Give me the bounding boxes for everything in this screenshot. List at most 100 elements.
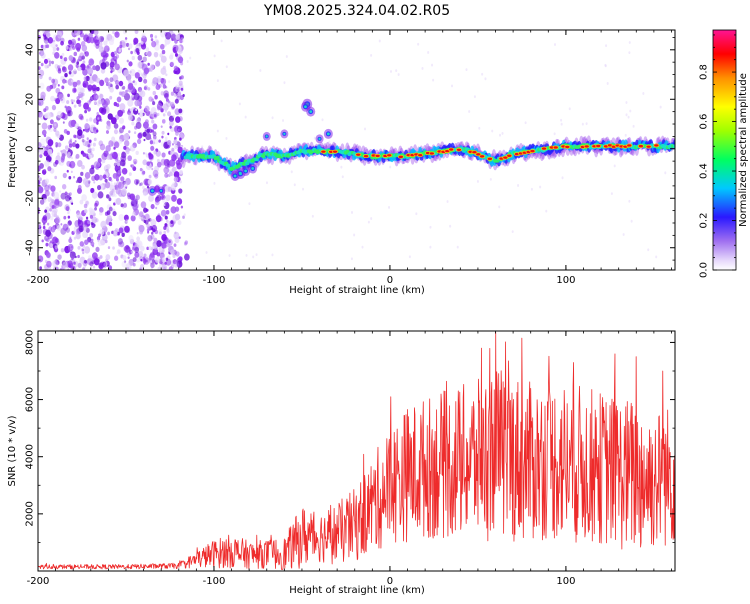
ridge-hotspot bbox=[375, 154, 380, 158]
noise-blob bbox=[167, 132, 170, 136]
ridge-hotspot bbox=[565, 145, 570, 149]
noise-blob bbox=[40, 138, 46, 145]
noise-blob bbox=[175, 34, 180, 40]
spectrogram-x-label: Height of straight line (km) bbox=[289, 285, 425, 296]
noise-blob bbox=[97, 157, 102, 163]
noise-blob bbox=[96, 184, 102, 191]
noise-blob bbox=[106, 155, 111, 160]
noise-blob bbox=[166, 219, 169, 223]
noise-blob bbox=[151, 167, 154, 171]
ridge-branch-core bbox=[151, 189, 154, 193]
noise-blob bbox=[168, 240, 171, 244]
noise-dot bbox=[216, 129, 219, 133]
noise-blob bbox=[67, 93, 70, 98]
noise-dot bbox=[484, 77, 487, 81]
noise-blob bbox=[91, 252, 98, 260]
noise-blob bbox=[78, 225, 84, 233]
noise-blob bbox=[56, 110, 63, 119]
noise-blob bbox=[77, 176, 83, 184]
noise-blob bbox=[151, 231, 154, 235]
noise-blob bbox=[139, 105, 142, 109]
noise-blob bbox=[87, 143, 91, 148]
noise-blob bbox=[62, 223, 68, 229]
noise-blob bbox=[155, 256, 160, 263]
noise-blob bbox=[66, 223, 70, 228]
noise-blob bbox=[101, 152, 108, 161]
noise-blob bbox=[144, 105, 150, 113]
noise-blob bbox=[41, 239, 44, 243]
noise-blob bbox=[151, 98, 155, 102]
ridge-hotspot bbox=[607, 144, 613, 147]
noise-dot bbox=[473, 95, 476, 99]
noise-dot bbox=[581, 122, 584, 126]
noise-blob bbox=[72, 99, 76, 103]
noise-blob bbox=[135, 194, 140, 201]
spectrogram-y-tick-label: 40 bbox=[25, 43, 36, 56]
figure-title: YM08.2025.324.04.02.R05 bbox=[263, 3, 450, 19]
noise-blob bbox=[137, 112, 140, 115]
noise-blob bbox=[52, 226, 56, 231]
noise-blob bbox=[95, 164, 100, 170]
noise-blob bbox=[95, 77, 101, 84]
noise-blob bbox=[101, 106, 107, 113]
snr-x-tick-label: -100 bbox=[203, 576, 226, 587]
noise-blob bbox=[38, 180, 41, 186]
noise-blob bbox=[65, 194, 71, 202]
noise-blob bbox=[56, 225, 62, 231]
noise-blob bbox=[158, 139, 161, 143]
noise-blob bbox=[77, 220, 84, 228]
snr-y-tick-label: 8000 bbox=[25, 330, 36, 355]
noise-blob bbox=[136, 240, 143, 248]
noise-blob bbox=[76, 79, 81, 86]
noise-dot bbox=[560, 118, 563, 122]
noise-blob bbox=[167, 169, 170, 173]
noise-blob bbox=[160, 43, 165, 50]
noise-blob bbox=[122, 206, 125, 209]
noise-blob bbox=[129, 144, 136, 152]
noise-blob bbox=[135, 150, 139, 156]
noise-blob bbox=[118, 138, 123, 144]
noise-blob bbox=[172, 114, 175, 119]
noise-blob bbox=[133, 161, 137, 165]
noise-blob bbox=[100, 238, 106, 246]
noise-blob bbox=[138, 76, 143, 83]
noise-blob bbox=[93, 128, 97, 134]
noise-blob bbox=[151, 224, 158, 232]
noise-dot bbox=[417, 42, 420, 46]
noise-blob bbox=[161, 130, 165, 135]
noise-blob bbox=[107, 246, 111, 250]
noise-blob bbox=[166, 174, 169, 178]
noise-blob bbox=[67, 215, 71, 219]
noise-blob bbox=[128, 235, 134, 242]
noise-blob bbox=[179, 180, 182, 184]
noise-blob bbox=[49, 124, 53, 129]
noise-blob bbox=[165, 257, 169, 261]
noise-blob bbox=[118, 130, 122, 134]
snr-y-label: SNR (10 * v/v) bbox=[7, 415, 18, 486]
noise-blob bbox=[57, 32, 63, 39]
noise-dot bbox=[397, 73, 400, 76]
noise-blob bbox=[50, 185, 56, 192]
noise-blob bbox=[137, 251, 144, 258]
noise-blob bbox=[48, 126, 53, 133]
noise-blob bbox=[52, 46, 57, 52]
noise-blob bbox=[162, 243, 167, 249]
noise-blob bbox=[135, 121, 142, 130]
noise-blob bbox=[123, 214, 129, 221]
noise-blob bbox=[78, 99, 82, 104]
noise-dot bbox=[610, 192, 613, 196]
noise-blob bbox=[105, 254, 111, 261]
noise-dot bbox=[311, 214, 314, 218]
noise-blob bbox=[128, 61, 133, 67]
snr-x-tick-label: 0 bbox=[387, 576, 393, 587]
noise-blob bbox=[173, 125, 180, 133]
noise-blob bbox=[124, 93, 131, 101]
colorbar-ticks: 0.0 0.2 0.4 0.6 0.8 bbox=[699, 34, 736, 278]
noise-blob bbox=[108, 140, 114, 147]
noise-blob bbox=[61, 149, 67, 157]
noise-blob bbox=[160, 55, 167, 63]
noise-dot bbox=[265, 181, 268, 185]
noise-blob bbox=[121, 232, 125, 238]
noise-blob bbox=[119, 91, 123, 96]
noise-blob bbox=[76, 61, 80, 65]
